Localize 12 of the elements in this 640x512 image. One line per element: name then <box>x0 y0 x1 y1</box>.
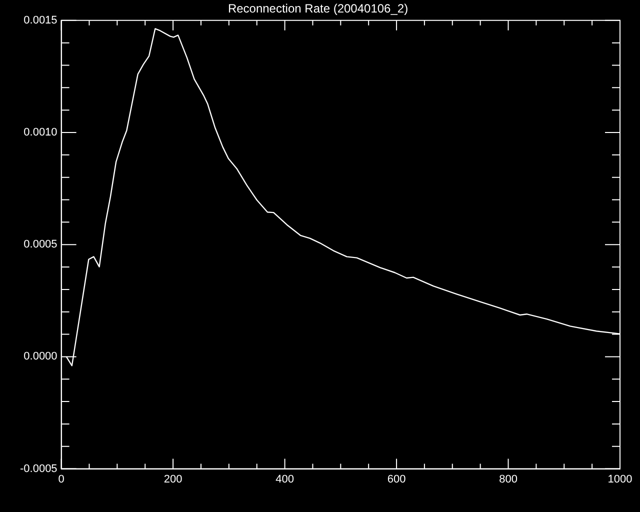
x-tick-label: 800 <box>499 473 518 486</box>
y-tick-label: -0.0005 <box>20 462 58 475</box>
y-tick-label: 0.0010 <box>24 126 58 139</box>
x-tick-label: 600 <box>387 473 406 486</box>
x-tick-label: 1000 <box>608 473 632 486</box>
y-tick-label: 0.0000 <box>24 350 58 363</box>
x-tick-label: 400 <box>276 473 294 486</box>
x-tick-label: 0 <box>58 473 64 486</box>
y-tick-label: 0.0015 <box>24 14 58 26</box>
x-tick-label: 200 <box>164 473 182 486</box>
y-tick-label: 0.0005 <box>24 238 58 251</box>
chart-title: Reconnection Rate (20040106_2) <box>228 2 408 16</box>
